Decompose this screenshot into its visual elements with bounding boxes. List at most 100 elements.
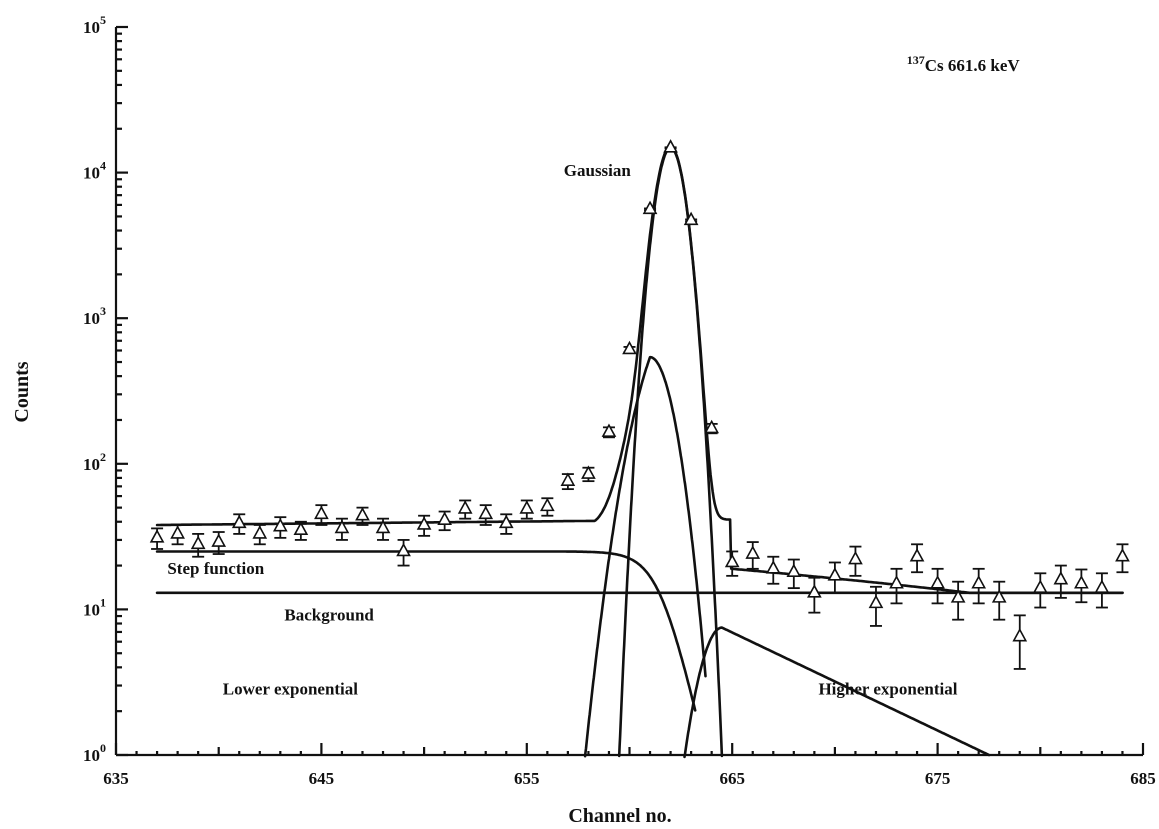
triangle-marker xyxy=(807,584,822,598)
triangle-marker xyxy=(560,472,576,486)
data-point xyxy=(539,497,555,517)
fit-curves xyxy=(155,145,1124,759)
triangle-marker xyxy=(1012,627,1028,642)
data-point xyxy=(786,558,802,590)
triangle-marker xyxy=(1053,571,1069,585)
data-point xyxy=(355,506,370,526)
data-point xyxy=(930,567,945,605)
data-point xyxy=(724,550,740,577)
data-point xyxy=(334,517,350,541)
annotation-lower-exp: Lower exponential xyxy=(223,680,358,699)
triangle-marker xyxy=(478,505,494,520)
data-point xyxy=(848,545,863,577)
data-point xyxy=(231,513,247,535)
annotations: 137Cs 661.6 keV Gaussian Step function Back… xyxy=(167,53,1020,699)
triangle-marker xyxy=(355,507,370,521)
triangle-marker xyxy=(868,594,884,609)
lower-exponential-curve xyxy=(583,355,707,758)
triangle-marker xyxy=(1074,575,1089,589)
triangle-marker xyxy=(848,550,863,565)
triangle-marker xyxy=(375,519,391,534)
higher-exponential-curve xyxy=(683,626,991,759)
triangle-marker xyxy=(663,139,678,153)
triangle-marker xyxy=(786,563,802,578)
annotation-source: 137Cs 661.6 keV xyxy=(907,53,1021,75)
data-point xyxy=(950,580,966,621)
data-points xyxy=(149,139,1130,670)
y-tick-label: 101 xyxy=(83,595,106,619)
data-point xyxy=(663,139,678,153)
triangle-marker xyxy=(765,560,781,574)
triangle-marker xyxy=(437,511,452,525)
y-tick-label: 102 xyxy=(83,450,106,474)
gaussian-curve xyxy=(617,146,724,758)
triangle-marker xyxy=(622,340,637,355)
data-point xyxy=(437,510,452,532)
y-ticks: 100 101 102 103 104 105 xyxy=(83,13,128,765)
data-point xyxy=(498,513,514,535)
triangle-marker xyxy=(416,516,432,530)
triangle-marker xyxy=(149,529,165,543)
x-axis-label: Channel no. xyxy=(568,805,671,827)
triangle-marker xyxy=(334,519,350,534)
data-point xyxy=(642,200,658,215)
x-tick-label: 675 xyxy=(925,769,951,788)
data-point xyxy=(1032,572,1048,609)
x-tick-label: 665 xyxy=(719,769,745,788)
triangle-marker xyxy=(457,500,473,514)
data-point xyxy=(1053,564,1069,599)
triangle-marker xyxy=(991,589,1007,603)
triangle-marker xyxy=(930,575,945,589)
data-point xyxy=(807,576,822,614)
data-point xyxy=(827,561,843,594)
data-point xyxy=(272,516,288,539)
data-point xyxy=(293,520,309,541)
triangle-marker xyxy=(704,419,720,434)
data-point xyxy=(314,504,329,526)
data-point xyxy=(683,211,699,226)
data-point xyxy=(868,585,884,627)
triangle-marker xyxy=(889,575,904,589)
data-point xyxy=(1074,568,1089,604)
triangle-marker xyxy=(231,514,247,529)
triangle-marker xyxy=(1115,548,1130,562)
data-point xyxy=(889,567,904,605)
triangle-marker xyxy=(1094,579,1110,593)
x-ticks: 635 645 655 665 675 685 xyxy=(103,743,1156,788)
data-point xyxy=(601,423,617,439)
triangle-marker xyxy=(519,500,535,514)
data-point xyxy=(1094,572,1110,609)
annotation-background: Background xyxy=(284,605,374,624)
triangle-marker xyxy=(745,545,761,559)
annotation-gaussian: Gaussian xyxy=(564,161,632,180)
triangle-marker xyxy=(314,505,329,520)
triangle-marker xyxy=(724,553,740,568)
triangle-marker xyxy=(498,514,514,529)
triangle-marker xyxy=(170,525,185,539)
data-point xyxy=(396,539,411,567)
data-point xyxy=(622,340,637,355)
y-tick-label: 100 xyxy=(83,741,106,765)
triangle-marker xyxy=(190,535,206,550)
triangle-marker xyxy=(909,548,925,562)
data-point xyxy=(991,580,1007,621)
triangle-marker xyxy=(1032,579,1048,593)
data-point xyxy=(478,504,494,526)
annotation-step: Step function xyxy=(167,559,264,578)
triangle-marker xyxy=(683,211,699,226)
data-point xyxy=(765,555,781,585)
triangle-marker xyxy=(642,200,658,215)
y-tick-label: 104 xyxy=(83,159,106,183)
data-point xyxy=(211,531,227,555)
data-point xyxy=(1012,614,1028,670)
data-point xyxy=(581,465,596,483)
data-point xyxy=(170,524,185,546)
data-point xyxy=(909,543,925,574)
triangle-marker xyxy=(293,521,309,535)
triangle-marker xyxy=(950,589,966,603)
x-tick-label: 645 xyxy=(309,769,335,788)
triangle-marker xyxy=(252,525,268,539)
data-point xyxy=(375,517,391,541)
step-function-curve xyxy=(155,550,697,712)
